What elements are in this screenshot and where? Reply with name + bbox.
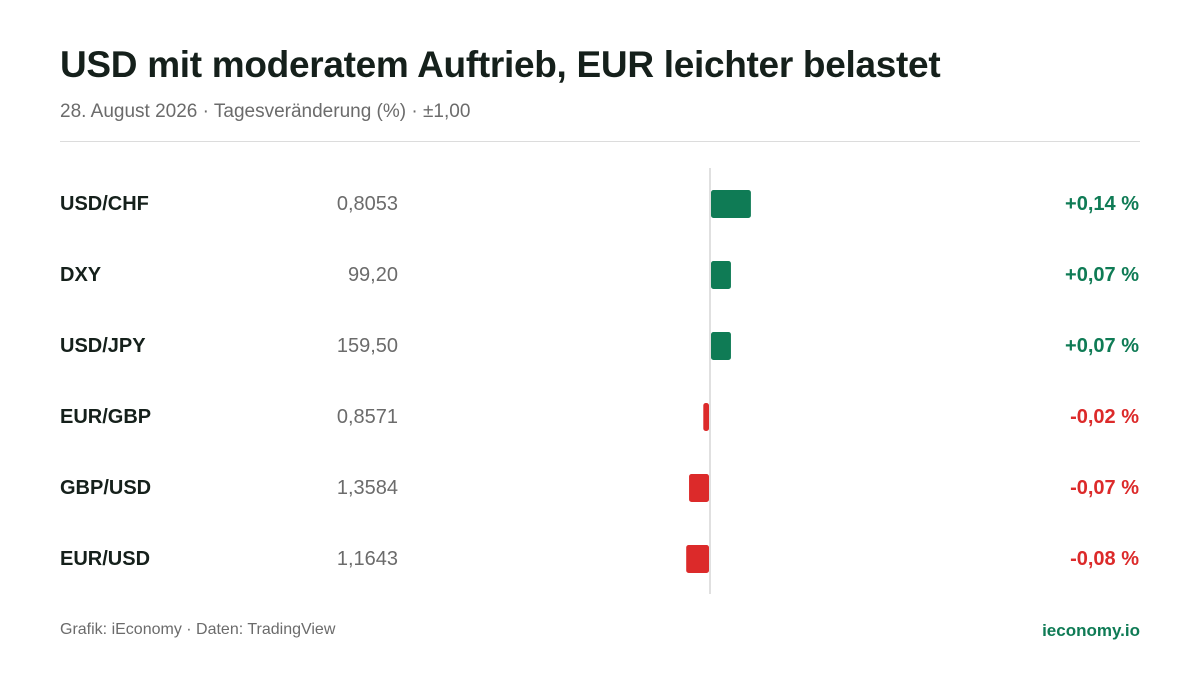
price-label: 1,1643	[337, 548, 398, 570]
value-label: -0,08 %	[1070, 548, 1139, 570]
footer-source: Grafik: iEconomy · Daten: TradingView	[60, 621, 336, 638]
footer-brand: ieconomy.io	[1042, 621, 1140, 640]
value-label: +0,14 %	[1065, 193, 1139, 215]
value-label: +0,07 %	[1065, 335, 1139, 357]
value-label: +0,07 %	[1065, 264, 1139, 286]
value-label: -0,07 %	[1070, 477, 1139, 499]
bar	[689, 474, 709, 502]
chart-subtitle: 28. August 2026 · Tagesveränderung (%) ·…	[60, 101, 471, 122]
value-label: -0,02 %	[1070, 406, 1139, 428]
category-label: DXY	[60, 264, 102, 286]
category-label: USD/JPY	[60, 335, 146, 357]
price-label: 99,20	[348, 264, 398, 286]
category-label: USD/CHF	[60, 193, 149, 215]
price-label: 0,8571	[337, 406, 398, 428]
bar	[711, 332, 731, 360]
bar	[703, 403, 709, 431]
price-label: 1,3584	[337, 477, 398, 499]
category-label: EUR/GBP	[60, 406, 151, 428]
bar	[686, 545, 709, 573]
price-label: 0,8053	[337, 193, 398, 215]
bar	[711, 261, 731, 289]
header-divider	[60, 141, 1140, 142]
bar	[711, 190, 751, 218]
category-label: GBP/USD	[60, 477, 151, 499]
chart-title: USD mit moderatem Auftrieb, EUR leichter…	[60, 44, 941, 85]
category-label: EUR/USD	[60, 548, 150, 570]
price-label: 159,50	[337, 335, 398, 357]
